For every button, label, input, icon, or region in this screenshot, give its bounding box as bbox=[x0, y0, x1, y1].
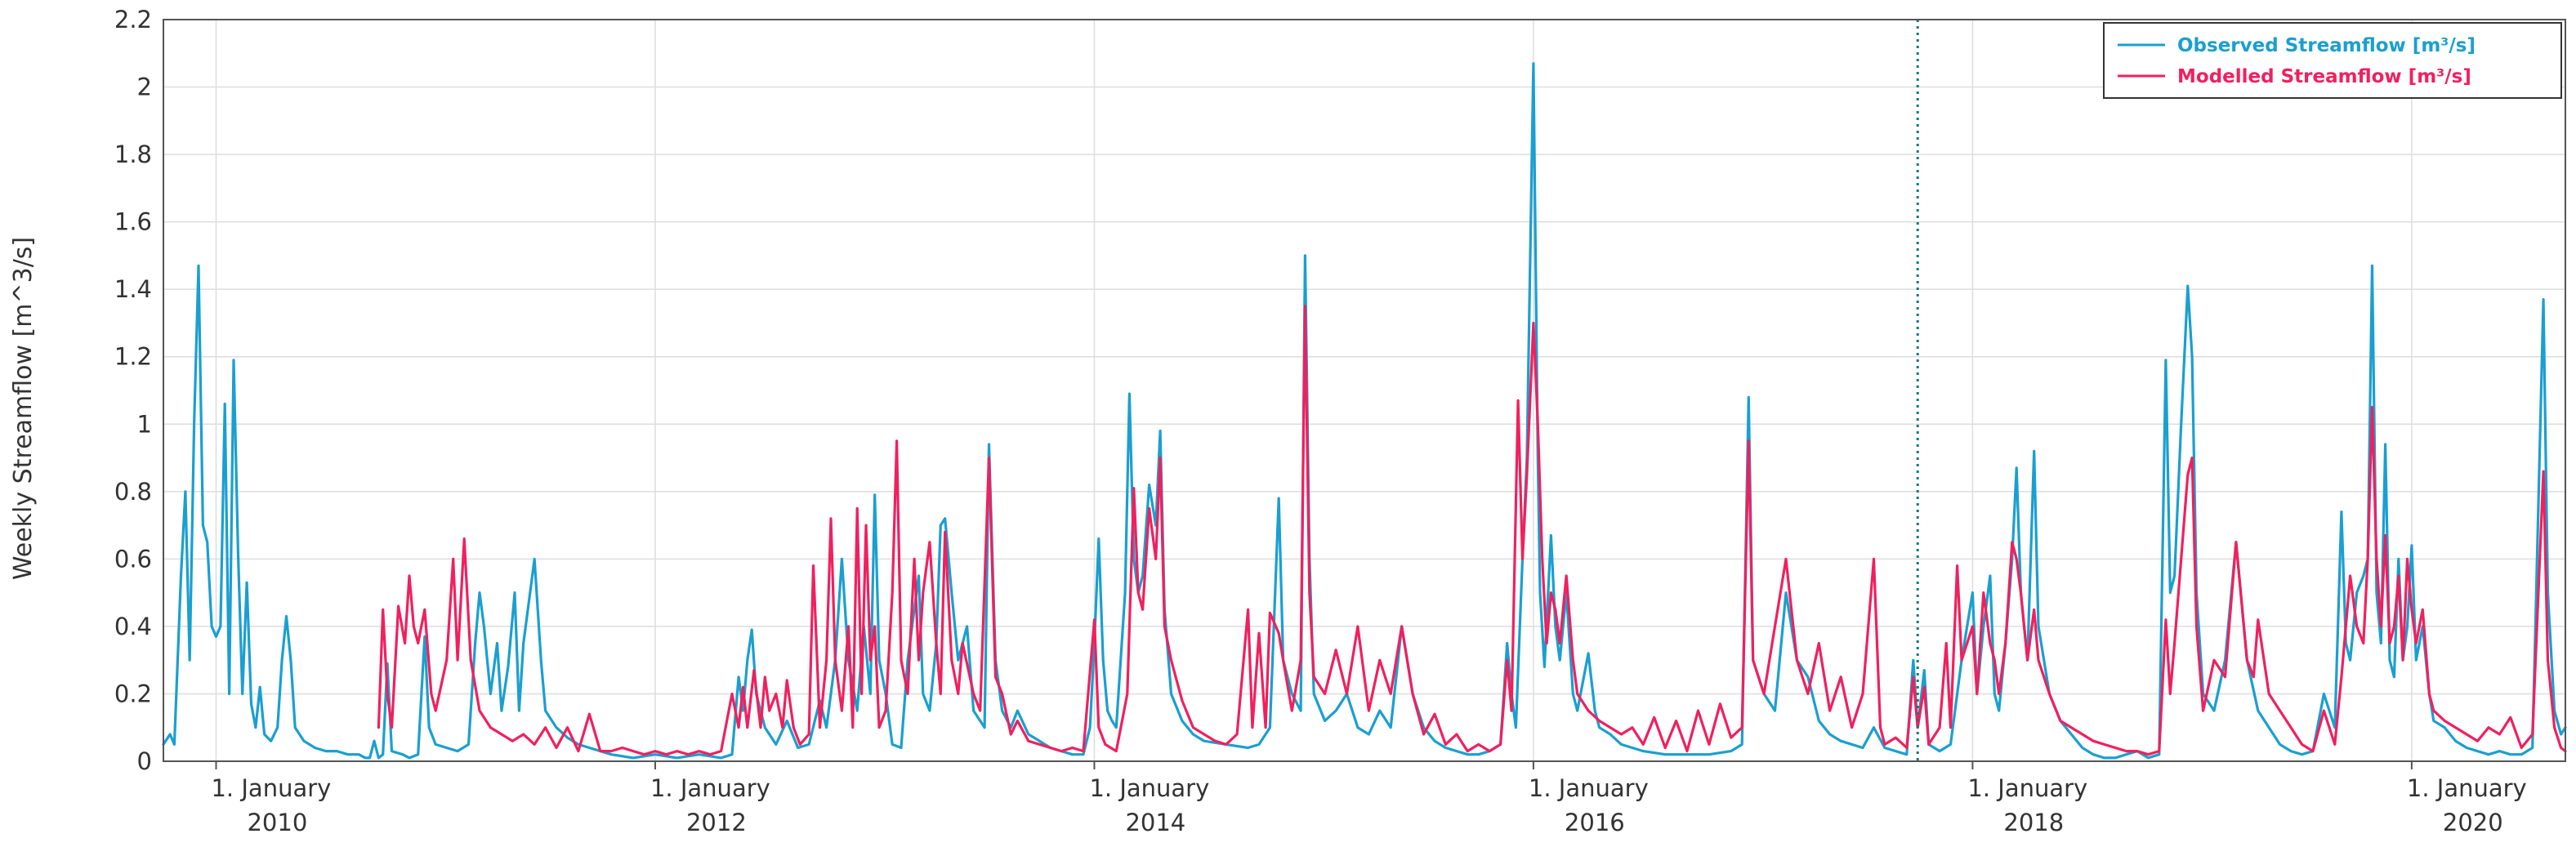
y-tick-label: 1.2 bbox=[114, 343, 152, 371]
x-tick-label-line1: 1. January bbox=[1967, 774, 2087, 802]
y-tick-label: 0.8 bbox=[114, 478, 152, 506]
y-tick-label: 1.4 bbox=[114, 275, 152, 303]
y-tick-label: 2 bbox=[137, 74, 152, 101]
y-tick-label: 0.6 bbox=[114, 545, 152, 573]
x-axis-ticks: 1. January 2010 1. January 2012 1. January 20… bbox=[211, 761, 2527, 836]
x-tick-label-line2: 2018 bbox=[2003, 809, 2064, 836]
modelled-streamflow-line bbox=[377, 305, 2567, 756]
x-tick-label-line2: 2014 bbox=[1125, 809, 1185, 836]
y-tick-label: 1.6 bbox=[114, 208, 152, 236]
legend-label-observed: Observed Streamflow [m³/s] bbox=[2177, 35, 2476, 56]
x-tick-label-line1: 1. January bbox=[650, 774, 770, 802]
y-tick-label: 0.4 bbox=[114, 613, 152, 640]
plot-frame bbox=[163, 19, 2566, 762]
x-tick-label-line2: 2016 bbox=[1565, 809, 1625, 836]
x-tick-label-line1: 1. January bbox=[1089, 774, 1209, 802]
y-tick-label: 0.2 bbox=[114, 680, 152, 707]
observed-streamflow-line bbox=[162, 62, 2567, 760]
y-axis-ticks: 0 0.2 0.4 0.6 0.8 1 1.2 1.4 1.6 1.8 2 2.2 bbox=[114, 6, 152, 775]
x-tick-label-line1: 1. January bbox=[1529, 774, 1649, 802]
x-tick-label-line2: 2010 bbox=[247, 809, 307, 836]
x-tick-label-line1: 1. January bbox=[211, 774, 331, 802]
y-tick-label: 1.8 bbox=[114, 140, 152, 168]
y-axis-label: Weekly Streamflow [m^3/s] bbox=[9, 237, 38, 580]
y-tick-label: 0 bbox=[137, 747, 152, 775]
x-tick-label-line2: 2020 bbox=[2443, 809, 2503, 836]
x-tick-label-line1: 1. January bbox=[2407, 774, 2527, 802]
series-lines bbox=[162, 62, 2567, 760]
legend: Observed Streamflow [m³/s] Modelled Stre… bbox=[2103, 22, 2562, 99]
y-tick-label: 1 bbox=[137, 410, 152, 438]
y-tick-label: 2.2 bbox=[114, 6, 152, 33]
x-tick-label-line2: 2012 bbox=[686, 809, 747, 836]
legend-box bbox=[2103, 22, 2562, 99]
legend-label-modelled: Modelled Streamflow [m³/s] bbox=[2177, 66, 2471, 87]
